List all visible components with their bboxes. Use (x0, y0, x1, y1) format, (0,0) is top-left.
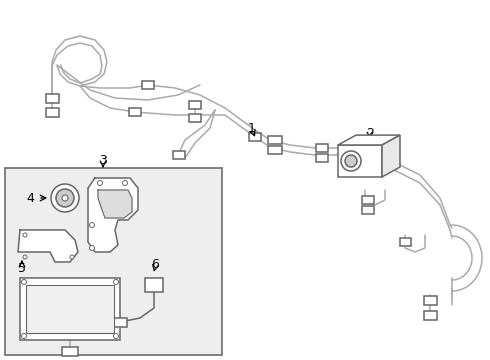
Text: 6: 6 (151, 257, 159, 270)
Circle shape (62, 195, 68, 201)
Bar (249, 133, 261, 141)
Circle shape (98, 180, 102, 185)
Circle shape (70, 255, 74, 259)
Bar (423, 310, 437, 320)
Bar (189, 101, 201, 109)
Text: 2: 2 (366, 126, 374, 140)
Bar (5, 168, 222, 355)
Bar (316, 154, 328, 162)
Circle shape (23, 255, 27, 259)
Bar (423, 296, 437, 305)
Circle shape (341, 151, 361, 171)
Bar (20, 278, 120, 340)
Bar (62, 346, 78, 356)
Text: 5: 5 (18, 261, 26, 275)
Bar (316, 144, 328, 152)
Text: 3: 3 (99, 153, 107, 166)
Polygon shape (338, 135, 400, 145)
Bar (26, 285, 114, 333)
Bar (362, 196, 374, 204)
Bar (173, 151, 185, 159)
Bar (338, 145, 382, 177)
Bar (46, 94, 58, 103)
Bar (268, 146, 282, 154)
Bar (399, 238, 411, 246)
Circle shape (90, 246, 95, 251)
Circle shape (114, 279, 119, 284)
Text: 4: 4 (26, 192, 34, 204)
Circle shape (56, 189, 74, 207)
Polygon shape (382, 135, 400, 177)
Circle shape (90, 222, 95, 228)
Circle shape (22, 333, 26, 338)
Circle shape (22, 279, 26, 284)
Polygon shape (18, 230, 78, 262)
Circle shape (51, 184, 79, 212)
Bar (268, 136, 282, 144)
Bar (362, 206, 374, 214)
Bar (189, 114, 201, 122)
Bar (113, 318, 127, 327)
Bar (129, 108, 141, 116)
Polygon shape (98, 190, 132, 218)
Circle shape (23, 233, 27, 237)
Circle shape (122, 180, 127, 185)
Bar (46, 108, 58, 117)
Bar (145, 278, 163, 292)
Circle shape (345, 155, 357, 167)
Polygon shape (88, 178, 138, 252)
Text: 1: 1 (248, 122, 256, 135)
Circle shape (114, 333, 119, 338)
Bar (142, 81, 154, 89)
